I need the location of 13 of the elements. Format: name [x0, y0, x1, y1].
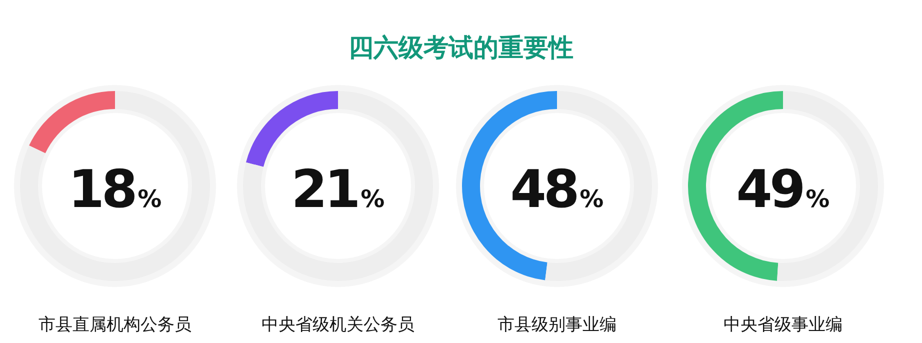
text: 49% — [736, 160, 830, 220]
text: 18% — [68, 160, 162, 220]
donut-slice — [20, 91, 210, 281]
donut-slice — [246, 91, 338, 167]
text: 中央省级事业编 — [724, 315, 842, 335]
text: 48% — [510, 160, 604, 220]
text: 市县直属机构公务员 — [38, 315, 192, 335]
text: 市县级别事业编 — [498, 315, 616, 335]
text: 四六级考试的重要性 — [348, 33, 574, 62]
donut-slice — [29, 91, 115, 154]
text: 中央省级机关公务员 — [262, 315, 414, 335]
donut-slice — [243, 91, 433, 281]
text: 21% — [291, 160, 385, 220]
